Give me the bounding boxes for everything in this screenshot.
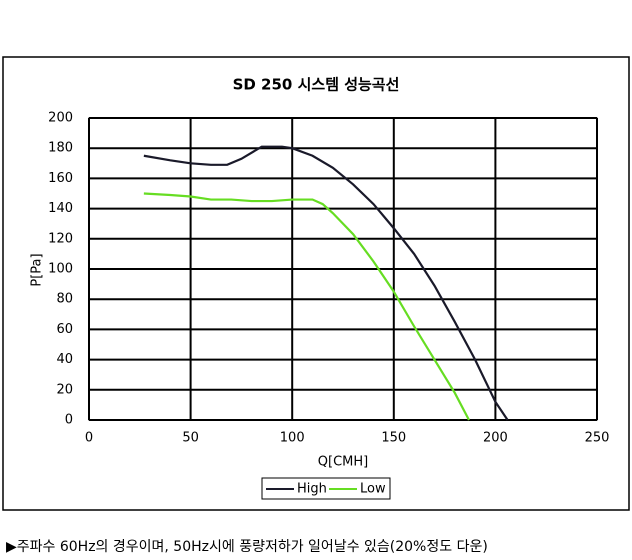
y-tick-label: 120 [48,231,73,246]
note: ▶주파수 60Hz의 경우이며, 50Hz시에 풍량저하가 일어날수 있슴(20… [6,539,488,555]
series-line [143,145,509,421]
x-tick-label: 150 [381,431,406,446]
x-tick-label: 200 [483,431,508,446]
x-tick-label: 0 [85,431,93,446]
chart-frame [2,56,630,511]
y-tick-label: 100 [48,262,73,277]
y-tick-label: 80 [56,292,73,307]
x-axis-label: Q[CMH] [318,455,368,470]
y-tick-label: 0 [65,413,73,428]
y-axis-label: P[Pa] [30,253,45,286]
series-line [143,192,470,421]
legend-label: High [297,482,327,497]
y-tick-label: 200 [48,111,73,126]
x-tick-label: 50 [182,431,199,446]
x-tick-label: 250 [585,431,610,446]
legend [261,477,391,500]
x-tick-label: 100 [280,431,305,446]
legend-label: Low [360,482,386,497]
y-tick-label: 40 [56,352,73,367]
y-tick-label: 140 [48,201,73,216]
y-tick-label: 20 [56,382,73,397]
y-tick-label: 160 [48,171,73,186]
y-tick-label: 180 [48,141,73,156]
chart-title: SD 250 시스템 성능곡선 [233,76,400,94]
y-tick-label: 60 [56,322,73,337]
